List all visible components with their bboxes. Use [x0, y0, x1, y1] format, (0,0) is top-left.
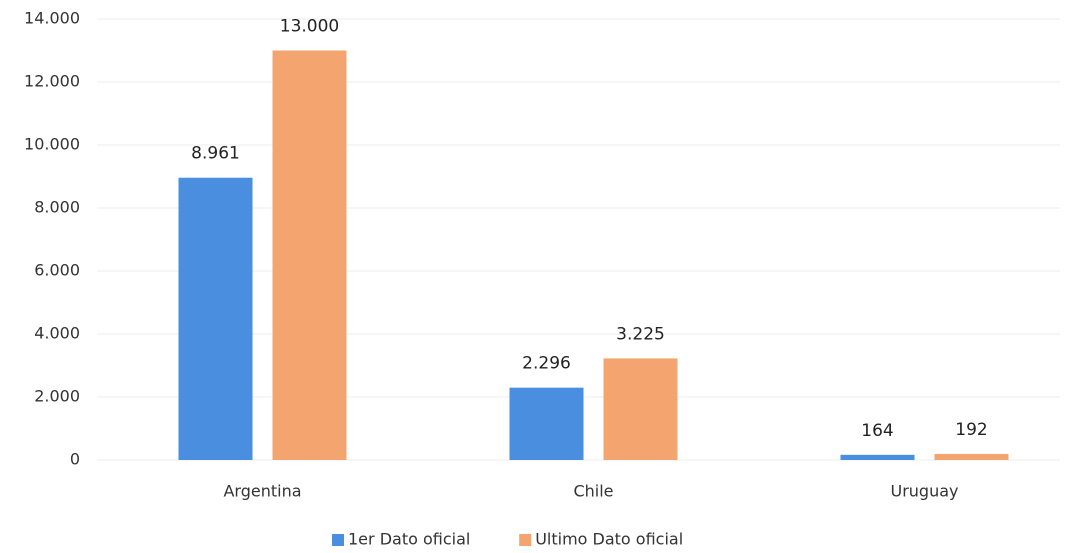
value-label: 192 — [955, 420, 987, 440]
x-tick-label: Uruguay — [891, 482, 959, 501]
legend-swatch — [332, 534, 344, 546]
value-label: 3.225 — [616, 324, 665, 344]
y-tick-label: 2.000 — [34, 387, 80, 406]
y-tick-label: 14.000 — [24, 9, 80, 28]
y-tick-label: 10.000 — [24, 135, 80, 154]
value-label: 8.961 — [191, 144, 240, 164]
bar — [603, 358, 678, 460]
bar — [272, 50, 347, 460]
y-tick-label: 4.000 — [34, 324, 80, 343]
value-label: 13.000 — [280, 17, 339, 37]
value-label: 164 — [861, 421, 893, 441]
legend-swatch — [519, 534, 532, 546]
bar — [840, 454, 915, 460]
y-tick-label: 8.000 — [34, 198, 80, 217]
value-label: 2.296 — [522, 354, 571, 374]
legend-label: Ultimo Dato oficial — [535, 530, 683, 549]
bar — [509, 387, 584, 460]
y-tick-label: 12.000 — [24, 72, 80, 91]
y-tick-label: 6.000 — [34, 261, 80, 280]
x-tick-label: Argentina — [223, 482, 301, 501]
bar — [178, 177, 253, 460]
bar — [934, 453, 1009, 460]
x-tick-label: Chile — [573, 482, 613, 501]
legend-label: 1er Dato oficial — [348, 530, 470, 549]
y-tick-label: 0 — [70, 450, 80, 469]
